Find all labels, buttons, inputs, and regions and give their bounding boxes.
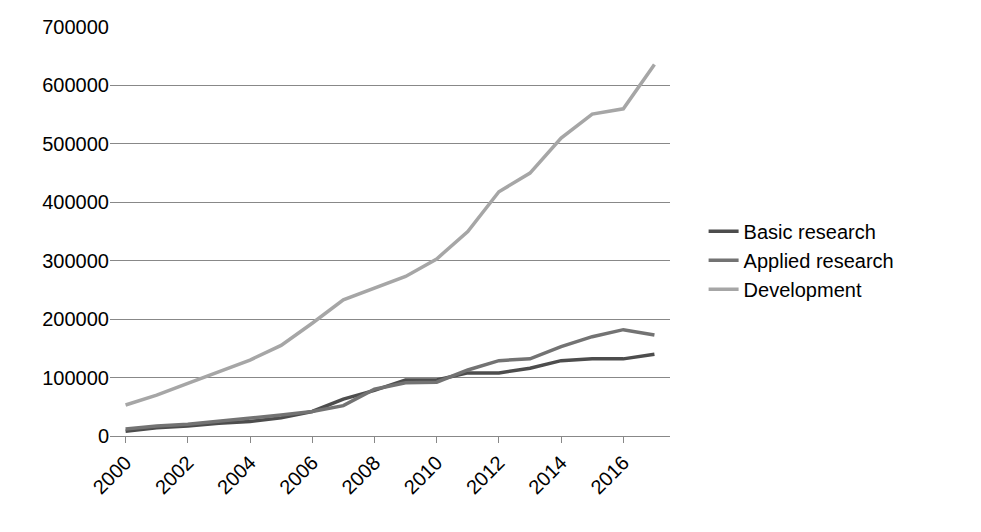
svg-text:2016: 2016	[586, 451, 633, 498]
svg-text:600000: 600000	[42, 74, 109, 96]
svg-text:2012: 2012	[462, 451, 509, 498]
svg-text:2014: 2014	[524, 451, 571, 498]
svg-text:2002: 2002	[151, 451, 198, 498]
svg-text:300000: 300000	[42, 250, 109, 272]
svg-text:500000: 500000	[42, 133, 109, 155]
svg-text:200000: 200000	[42, 308, 109, 330]
svg-text:Basic research: Basic research	[744, 221, 876, 243]
svg-text:2004: 2004	[213, 451, 260, 498]
svg-text:100000: 100000	[42, 367, 109, 389]
svg-text:700000: 700000	[42, 16, 109, 38]
svg-text:Development: Development	[744, 279, 862, 301]
svg-text:2000: 2000	[88, 451, 135, 498]
svg-text:400000: 400000	[42, 191, 109, 213]
svg-text:Applied research: Applied research	[744, 250, 894, 272]
svg-text:0: 0	[98, 425, 109, 447]
svg-text:2008: 2008	[337, 451, 384, 498]
svg-text:2006: 2006	[275, 451, 322, 498]
svg-text:2010: 2010	[400, 451, 447, 498]
